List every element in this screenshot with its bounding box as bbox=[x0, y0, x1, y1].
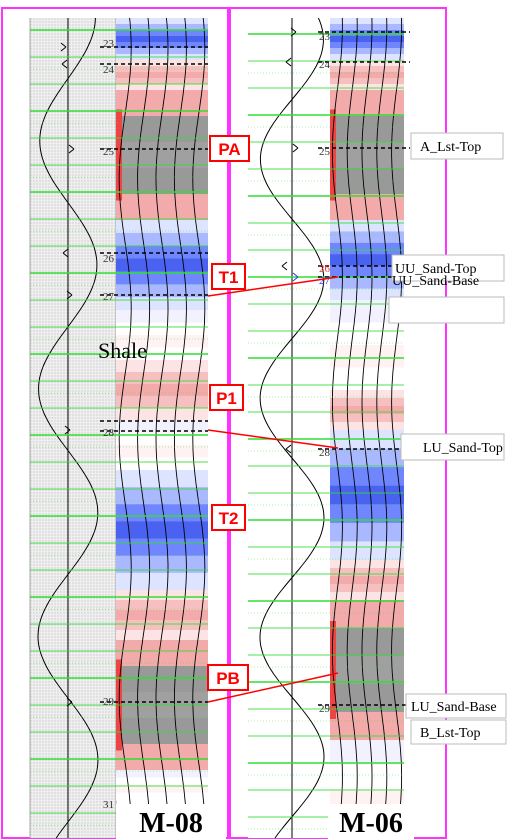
correlation-line-t1 bbox=[207, 276, 339, 297]
surface-markers: PA T1 P1 T2 PB bbox=[207, 135, 250, 691]
depth-label: 23 bbox=[319, 31, 331, 43]
horizon-label-lu-sand-top: LU_Sand-Top bbox=[400, 433, 505, 461]
svg-text:UU_Sand-Top: UU_Sand-Top bbox=[395, 262, 476, 277]
m08-grid-lines bbox=[30, 29, 208, 826]
marker-t2: T2 bbox=[211, 504, 246, 531]
marker-t1: T1 bbox=[211, 263, 246, 290]
depth-label: 31 bbox=[103, 799, 114, 811]
correlation-line-pb bbox=[207, 672, 339, 703]
svg-text:A_Lst-Top: A_Lst-Top bbox=[420, 140, 481, 155]
horizon-label-uu-sand-base: UU_Sand-Base bbox=[388, 274, 505, 324]
horizon-label-a-lst-top: A_Lst-Top bbox=[410, 132, 504, 160]
depth-label: 28 bbox=[319, 447, 331, 459]
svg-text:B_Lst-Top: B_Lst-Top bbox=[420, 726, 480, 741]
svg-text:T2: T2 bbox=[219, 509, 239, 528]
svg-text:LU_Sand-Base: LU_Sand-Base bbox=[411, 700, 497, 715]
m08-depth-labels: 23 24 25 26 27 28 29 31 bbox=[103, 38, 115, 811]
horizon-label-lu-sand-base: LU_Sand-Base bbox=[405, 693, 507, 719]
well-name-m08: M-08 bbox=[139, 808, 203, 839]
lithology-label: Shale bbox=[98, 338, 147, 363]
depth-label: 25 bbox=[103, 146, 115, 158]
svg-text:UU_Sand-Base: UU_Sand-Base bbox=[392, 274, 479, 289]
depth-label: 26 bbox=[103, 253, 115, 265]
depth-label: 24 bbox=[319, 59, 331, 71]
marker-p1: P1 bbox=[209, 384, 244, 411]
depth-label: 29 bbox=[319, 703, 331, 715]
depth-label: 23 bbox=[103, 38, 115, 50]
m08-horizon-dashes bbox=[100, 46, 208, 703]
m06-wiggle-traces bbox=[331, 17, 403, 835]
horizon-labels: A_Lst-Top UU_Sand-Top UU_Sand-Base LU_Sa… bbox=[388, 132, 507, 745]
m06-log-curve bbox=[259, 17, 325, 839]
depth-label: 24 bbox=[103, 64, 115, 76]
svg-text:T1: T1 bbox=[219, 268, 239, 287]
depth-label: 29 bbox=[103, 696, 115, 708]
depth-label: 25 bbox=[319, 146, 331, 158]
depth-label: 27 bbox=[319, 275, 331, 287]
correlation-line-p1 bbox=[207, 429, 339, 449]
m08-arrow-marks bbox=[60, 42, 75, 707]
well-m08: 23 24 25 26 27 28 29 31 bbox=[29, 17, 208, 839]
svg-text:LU_Sand-Top: LU_Sand-Top bbox=[423, 441, 503, 456]
marker-pb: PB bbox=[207, 664, 249, 691]
depth-label: 26 bbox=[319, 263, 331, 275]
m06-track bbox=[248, 18, 328, 838]
m06-arrow-marks bbox=[281, 27, 299, 454]
horizon-label-uu-sand-top: UU_Sand-Top bbox=[391, 254, 505, 282]
svg-text:PA: PA bbox=[218, 140, 240, 159]
m06-grid-lines bbox=[248, 33, 404, 830]
marker-pa: PA bbox=[209, 135, 250, 162]
horizon-label-b-lst-top: B_Lst-Top bbox=[410, 719, 507, 745]
m08-wiggle-traces bbox=[118, 17, 206, 835]
depth-label: 28 bbox=[103, 427, 115, 439]
svg-text:P1: P1 bbox=[216, 389, 237, 408]
well-name-m06: M-06 bbox=[339, 808, 403, 839]
depth-label: 27 bbox=[103, 291, 115, 303]
correlation-lines bbox=[207, 276, 339, 703]
svg-text:PB: PB bbox=[216, 669, 240, 688]
